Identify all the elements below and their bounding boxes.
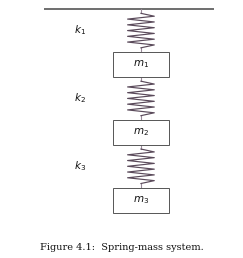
- FancyBboxPatch shape: [113, 120, 169, 145]
- Text: Figure 4.1:  Spring-mass system.: Figure 4.1: Spring-mass system.: [40, 243, 203, 252]
- Text: $k_3$: $k_3$: [74, 159, 86, 173]
- Text: $m_2$: $m_2$: [133, 126, 149, 138]
- Text: $k_1$: $k_1$: [74, 24, 86, 37]
- FancyBboxPatch shape: [113, 188, 169, 213]
- Text: $m_1$: $m_1$: [133, 59, 149, 70]
- Text: $m_3$: $m_3$: [133, 194, 149, 206]
- FancyBboxPatch shape: [113, 52, 169, 77]
- Text: $k_2$: $k_2$: [74, 92, 86, 105]
